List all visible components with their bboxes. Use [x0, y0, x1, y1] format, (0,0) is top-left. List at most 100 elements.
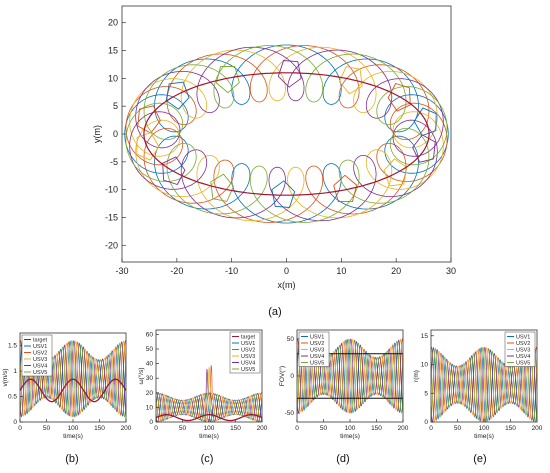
- legend-entry: target: [241, 335, 256, 341]
- series-line-target: [20, 378, 126, 403]
- x-tick-label-c: 0: [154, 425, 158, 432]
- x-tick-label-a: 30: [446, 266, 456, 276]
- x-tick-label-e: 200: [532, 425, 543, 432]
- y-tick-label-e: 5: [424, 390, 428, 397]
- y-tick-label-a: 10: [108, 73, 118, 83]
- x-axis-label-c: time(s): [199, 433, 219, 440]
- legend-entry: USV5: [516, 361, 530, 367]
- legend-entry: USV4: [33, 364, 47, 370]
- formation-marker: [215, 65, 240, 94]
- x-tick-label-b: 50: [43, 425, 51, 432]
- legend-entry: USV3: [516, 348, 530, 354]
- formation-marker: [271, 180, 296, 208]
- x-tick-label-c: 100: [204, 425, 215, 432]
- legend-entry: USV4: [241, 361, 255, 367]
- plot-frame-a: [121, 5, 452, 263]
- y-tick-label-e: 10: [421, 362, 429, 369]
- y-tick-label-c: 30: [146, 375, 154, 382]
- x-tick-label-d: 100: [345, 425, 356, 432]
- legend-entry: USV1: [241, 341, 255, 347]
- x-tick-label-b: 150: [94, 425, 105, 432]
- usv-trajectory-2: [125, 45, 448, 223]
- chart-panel-d: 0 50 100 150 200-50050time(s)FOV(°)USV1USV2U…: [278, 329, 409, 440]
- legend-entry: USV4: [516, 354, 530, 360]
- y-tick-label-c: 40: [146, 361, 154, 368]
- y-axis-label-a: y(m): [92, 125, 102, 143]
- formation-marker: [412, 134, 436, 163]
- formation-marker: [137, 105, 161, 134]
- x-tick-label-c: 150: [230, 425, 241, 432]
- legend-entry: USV5: [310, 361, 324, 367]
- y-tick-label-c: 20: [146, 390, 154, 397]
- formation-marker: [387, 82, 411, 112]
- x-tick-label-d: 200: [398, 425, 409, 432]
- series-line-USV5: [297, 338, 403, 414]
- usv-trajectory-4: [129, 46, 444, 222]
- chart-panel-b: 0 50 100 150 20000.511.5time(s)v(m/s)targetU…: [2, 332, 132, 440]
- legend-entry: USV3: [241, 354, 255, 360]
- formation-marker: [333, 174, 358, 203]
- y-tick-label-c: 10: [146, 404, 154, 411]
- x-tick-label-a: 20: [391, 266, 401, 276]
- legend-entry: USV2: [516, 341, 530, 347]
- y-tick-label-e: 15: [421, 333, 429, 340]
- formation-marker: [338, 66, 363, 95]
- formation-marker: [165, 81, 190, 110]
- y-tick-label-a: -10: [105, 185, 118, 195]
- y-tick-label-a: -5: [110, 157, 118, 167]
- plot-area-c: [156, 365, 262, 422]
- x-tick-label-b: 0: [18, 425, 22, 432]
- x-tick-label-b: 100: [68, 425, 79, 432]
- panel-label-d: (d): [336, 453, 349, 465]
- formation-marker: [136, 131, 160, 161]
- series-line-USV5: [156, 392, 262, 422]
- x-tick-label-d: 50: [320, 425, 328, 432]
- panel-label-e: (e): [473, 453, 486, 465]
- x-tick-label-a: 10: [336, 266, 346, 276]
- legend-box-b: [21, 334, 53, 377]
- y-axis-label-e: r(m): [413, 370, 420, 382]
- legend-entry: USV5: [241, 367, 255, 373]
- x-tick-label-e: 50: [454, 425, 462, 432]
- x-tick-label-e: 0: [429, 425, 433, 432]
- y-tick-label-c: 50: [146, 346, 154, 353]
- x-axis-label-e: time(s): [474, 433, 494, 440]
- x-tick-label-d: 150: [371, 425, 382, 432]
- panel-label-b: (b): [65, 453, 78, 465]
- plot-area-e: [431, 346, 537, 422]
- usv-trajectory-1: [124, 44, 449, 224]
- x-axis-label-a: x(m): [278, 280, 296, 290]
- y-tick-label-b: 1: [13, 368, 17, 375]
- y-tick-label-d: -50: [285, 410, 295, 417]
- x-tick-label-c: 200: [257, 425, 268, 432]
- y-tick-label-a: 5: [113, 101, 118, 111]
- x-tick-label-e: 150: [505, 425, 516, 432]
- legend-entry: USV2: [33, 351, 47, 357]
- x-tick-label-a: -30: [115, 266, 128, 276]
- y-tick-label-a: 0: [113, 129, 118, 139]
- x-tick-label-b: 200: [121, 425, 132, 432]
- series-line-USV5: [20, 340, 126, 418]
- usv-trajectory-5: [125, 45, 448, 223]
- panel-label-c: (c): [201, 453, 214, 465]
- chart-panel-c: 0 50 100 150 200 0 10 20 30 40 50 60 time(s) ω(°/s) ta…: [137, 329, 268, 440]
- y-axis-label-b: v(m/s): [2, 368, 9, 386]
- legend-entry: USV3: [310, 348, 324, 354]
- formation-marker: [277, 60, 302, 88]
- chart-panel-a: -30 -20 -10 0 10 20 30 -20 -15 -10 -5 0 5 10 15 20 x(m) y…: [92, 5, 456, 290]
- legend-entry: USV3: [33, 357, 47, 363]
- y-tick-label-b: 1.5: [8, 343, 17, 350]
- y-tick-label-a: 20: [108, 18, 118, 28]
- legend-box-c: [229, 331, 261, 374]
- legend-entry: USV2: [310, 341, 324, 347]
- legend-entry: USV5: [33, 370, 47, 376]
- legend-entry: USV2: [241, 348, 255, 354]
- y-tick-label-c: 60: [146, 331, 154, 338]
- formation-marker: [383, 158, 408, 187]
- series-line-target: [156, 414, 262, 422]
